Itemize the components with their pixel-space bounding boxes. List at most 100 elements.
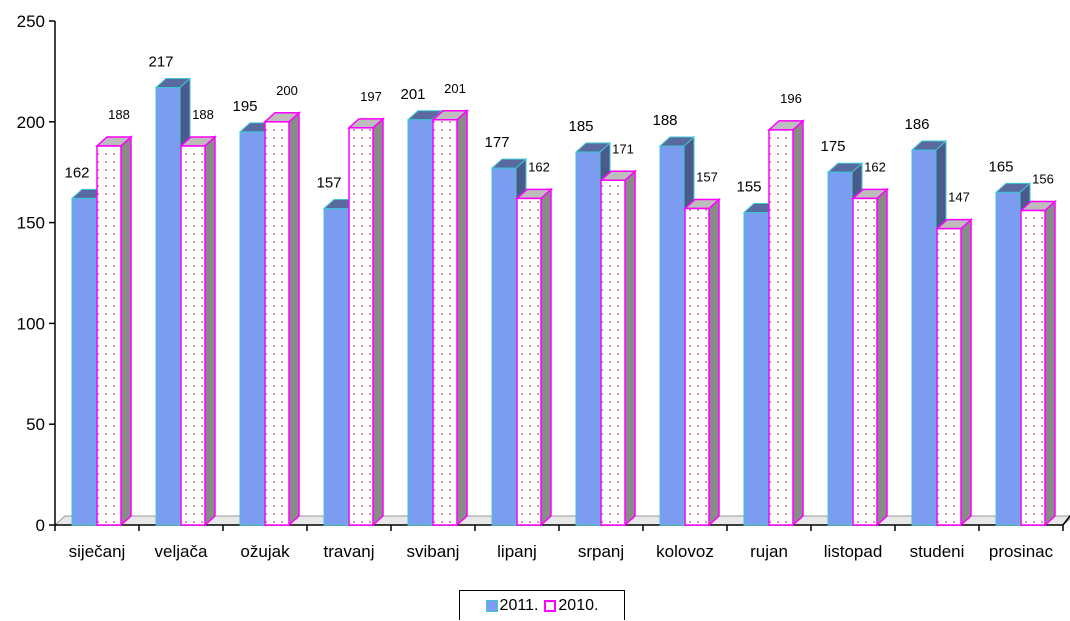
bar-2010 [1019,199,1057,527]
data-label-2011: 177 [484,134,509,151]
data-label-2011: 186 [904,116,929,133]
data-label-2010: 162 [864,159,886,174]
x-tick-label: listopad [824,542,883,561]
data-label-2010: 162 [528,159,550,174]
bar-2010 [263,111,301,527]
bar-2010-front [180,145,206,526]
data-label-2010: 200 [276,83,298,98]
bar-2010-side [372,117,384,527]
bar-2011-front [575,151,601,526]
data-label-2011: 195 [232,98,257,115]
y-tick-label: 50 [26,415,45,434]
y-tick-label: 0 [36,516,45,535]
data-label-2010: 197 [360,89,382,104]
bar-2010-front [768,129,794,526]
bar-2010-side [288,111,300,527]
bar-2010 [179,135,217,527]
bar-2010-side [792,119,804,527]
y-tick-label: 150 [17,214,45,233]
bars [70,77,1057,527]
data-label-2011: 188 [652,112,677,129]
x-tick-label: svibanj [407,542,460,561]
bar-2011-front [827,171,853,526]
data-label-2010: 171 [612,141,634,156]
labels: siječanj veljača ožujak travanj svibanj lipan… [64,54,1053,561]
bar-2010 [431,109,469,527]
data-label-2011: 185 [568,118,593,135]
bar-2010-side [540,187,552,527]
y-tick-label: 100 [17,314,45,333]
data-label-2011: 217 [148,54,173,71]
legend-swatch-2011 [485,599,498,612]
data-label-2010: 157 [696,169,718,184]
x-tick-label: rujan [750,542,788,561]
data-label-2010: 188 [108,107,130,122]
legend-label-2010: 2010. [558,596,599,614]
bar-2010-front [96,145,122,526]
bar-2011-front [491,167,517,526]
x-tick-label: ožujak [240,542,290,561]
bar-2010-front [936,227,962,526]
y-tick-label: 200 [17,113,45,132]
bar-2010-side [120,135,132,527]
data-label-2011: 201 [400,86,425,103]
bar-chart: 0 50 100 150 200 250 siječanj veljača ožujak tra… [17,12,1070,561]
bar-2010-side [1044,199,1056,527]
data-label-2011: 162 [64,164,89,181]
legend: 2011. 2010. [459,590,625,620]
data-label-2010: 156 [1032,172,1054,187]
x-tick-label: lipanj [497,542,537,561]
bar-2011-front [659,145,685,526]
bar-2010 [851,187,889,527]
bar-2010-front [852,197,878,526]
bar-2010-side [456,109,468,527]
bar-2010-side [708,197,720,527]
legend-swatch-2010 [544,599,557,612]
axes: 0 50 100 150 200 250 [17,12,1070,535]
bar-2010 [95,135,133,527]
bar-2010-front [600,179,626,526]
bar-2011-front [71,197,97,526]
bar-2010-front [432,119,458,526]
data-label-2011: 175 [820,138,845,155]
data-label-2010: 147 [948,190,970,205]
legend-item-2011: 2011. [485,596,539,615]
x-tick-label: kolovoz [656,542,714,561]
data-label-2010: 188 [192,107,214,122]
bar-2010-front [264,121,290,526]
x-tick-label: srpanj [578,542,624,561]
bar-2010-front [516,197,542,526]
bar-2010-front [1020,209,1046,526]
bar-2010-side [960,217,972,527]
bar-2010-side [876,187,888,527]
bar-2011-front [743,212,769,526]
bar-2010 [683,197,721,527]
x-tick-label: siječanj [69,542,126,561]
bar-2010 [767,119,805,527]
bar-2010-front [684,207,710,526]
bar-2010 [347,117,385,527]
data-label-2011: 165 [988,158,1013,175]
x-tick-label: veljača [155,542,208,561]
bar-2010-side [624,169,636,527]
bar-2011-front [155,87,181,526]
data-label-2011: 155 [736,179,761,196]
x-axis-depth-line [1062,514,1070,526]
data-label-2010: 201 [444,81,466,96]
x-tick-label: studeni [910,542,965,561]
bar-2010 [935,217,973,527]
bar-2011-front [911,149,937,526]
bar-2010 [515,187,553,527]
y-tick-label: 250 [17,12,45,31]
bar-2011-front [323,207,349,526]
x-tick-label: travanj [323,542,374,561]
bar-2011-front [239,131,265,526]
data-label-2010: 196 [780,91,802,106]
data-label-2011: 157 [316,174,341,191]
bar-2011-front [407,119,433,526]
legend-label-2011: 2011. [499,596,539,614]
bar-2010-side [204,135,216,527]
bar-2010 [599,169,637,527]
bar-2010-front [348,127,374,526]
bar-2011-front [995,191,1021,526]
